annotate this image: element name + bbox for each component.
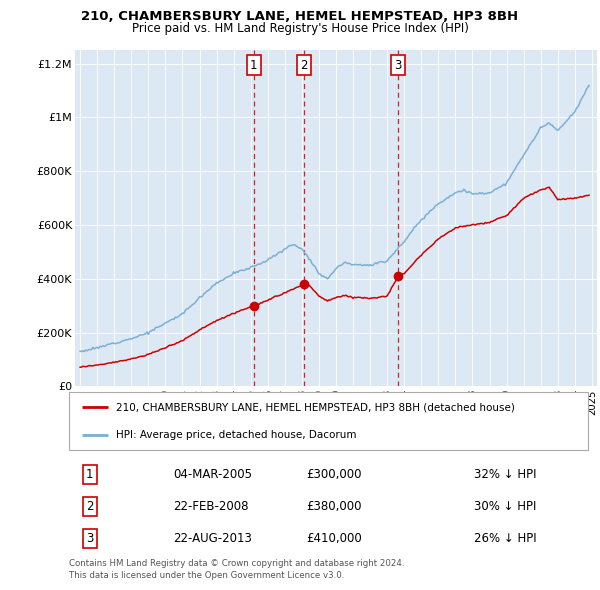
Text: 1: 1 [250,59,257,72]
Text: 26% ↓ HPI: 26% ↓ HPI [474,532,536,545]
Text: 1: 1 [86,468,94,481]
Text: £410,000: £410,000 [306,532,362,545]
Text: £300,000: £300,000 [306,468,361,481]
Text: 2: 2 [301,59,308,72]
Text: 30% ↓ HPI: 30% ↓ HPI [474,500,536,513]
Text: 32% ↓ HPI: 32% ↓ HPI [474,468,536,481]
Text: 04-MAR-2005: 04-MAR-2005 [173,468,252,481]
Text: 3: 3 [86,532,94,545]
Text: £380,000: £380,000 [306,500,361,513]
Text: Price paid vs. HM Land Registry's House Price Index (HPI): Price paid vs. HM Land Registry's House … [131,22,469,35]
FancyBboxPatch shape [69,392,588,450]
Text: 22-FEB-2008: 22-FEB-2008 [173,500,248,513]
Text: HPI: Average price, detached house, Dacorum: HPI: Average price, detached house, Daco… [116,430,356,440]
Text: 210, CHAMBERSBURY LANE, HEMEL HEMPSTEAD, HP3 8BH (detached house): 210, CHAMBERSBURY LANE, HEMEL HEMPSTEAD,… [116,402,515,412]
Text: 3: 3 [394,59,402,72]
Text: 210, CHAMBERSBURY LANE, HEMEL HEMPSTEAD, HP3 8BH: 210, CHAMBERSBURY LANE, HEMEL HEMPSTEAD,… [82,10,518,23]
Text: Contains HM Land Registry data © Crown copyright and database right 2024.: Contains HM Land Registry data © Crown c… [69,559,404,568]
Text: 2: 2 [86,500,94,513]
Text: 22-AUG-2013: 22-AUG-2013 [173,532,251,545]
Text: This data is licensed under the Open Government Licence v3.0.: This data is licensed under the Open Gov… [69,571,344,579]
